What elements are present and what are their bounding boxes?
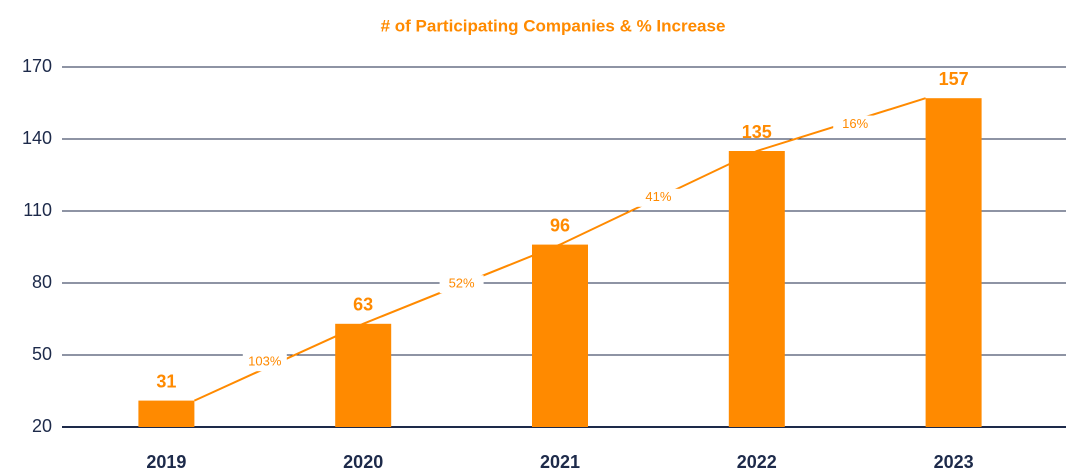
- increase-label: 103%: [248, 354, 282, 369]
- y-tick-label: 20: [32, 416, 52, 436]
- bar: [138, 400, 195, 427]
- increase-label-bg: [636, 188, 681, 207]
- y-tick-label: 80: [32, 272, 52, 292]
- increase-label: 41%: [645, 189, 671, 204]
- value-label: 96: [550, 215, 570, 235]
- increase-label-bg: [833, 115, 878, 134]
- value-label: 63: [353, 295, 373, 315]
- bar: [532, 244, 588, 427]
- value-label: 31: [156, 371, 176, 391]
- y-tick-label: 170: [22, 56, 52, 76]
- x-tick-label: 2020: [343, 452, 383, 472]
- y-tick-label: 140: [22, 128, 52, 148]
- increase-label-bg: [242, 353, 287, 372]
- increase-label-bg: [439, 275, 484, 294]
- x-tick-label: 2019: [146, 452, 186, 472]
- chart-title: # of Participating Companies & % Increas…: [381, 16, 726, 35]
- x-tick-label: 2023: [934, 452, 974, 472]
- x-tick-label: 2021: [540, 452, 580, 472]
- bar: [925, 98, 982, 427]
- increase-label: 16%: [842, 116, 868, 131]
- y-tick-label: 50: [32, 344, 52, 364]
- value-label: 135: [742, 122, 772, 142]
- bar: [335, 323, 392, 427]
- bar: [728, 151, 785, 427]
- increase-label: 52%: [449, 276, 475, 291]
- trend-line: [193, 97, 926, 402]
- y-tick-label: 110: [23, 200, 52, 220]
- value-label: 157: [939, 69, 969, 89]
- x-tick-label: 2022: [737, 452, 777, 472]
